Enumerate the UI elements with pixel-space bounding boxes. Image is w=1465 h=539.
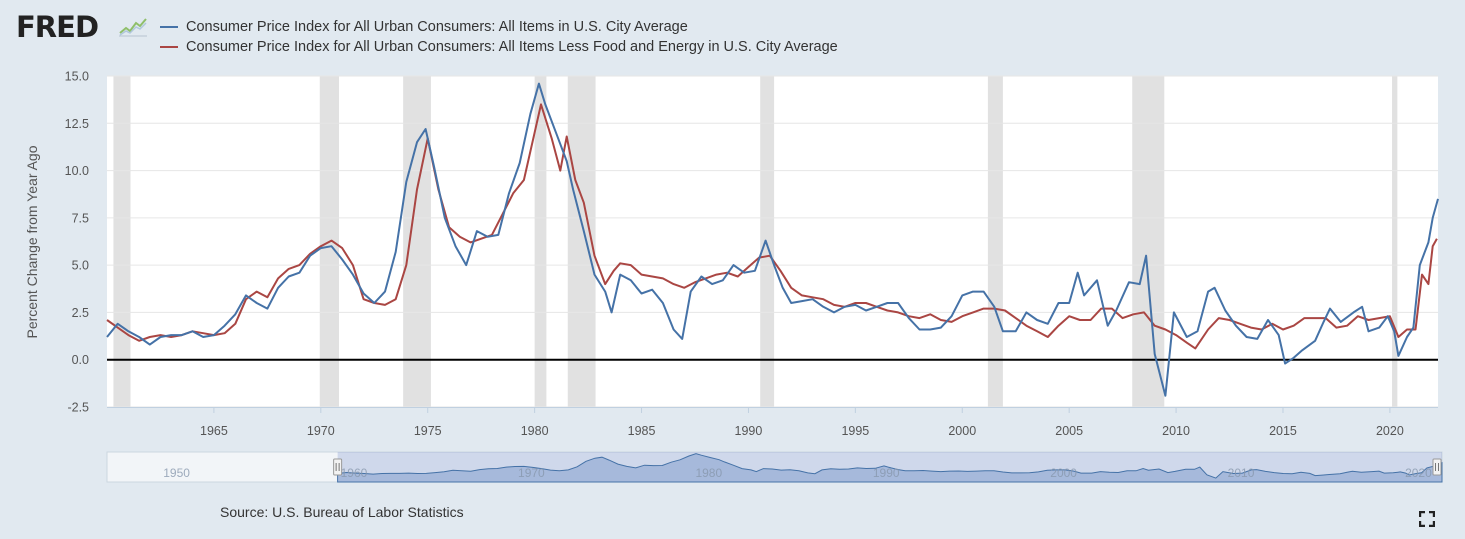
recession-band [987, 76, 1003, 407]
legend-item-cpi-core[interactable]: Consumer Price Index for All Urban Consu… [160, 37, 838, 57]
chart-legend: Consumer Price Index for All Urban Consu… [160, 17, 838, 57]
series-line-cpi-all-items [106, 82, 1439, 397]
range-navigator[interactable]: 1950 1960 1970 1980 1990 2000 2010 2020 [106, 451, 1443, 483]
navigator-tick-label: 1970 [518, 466, 545, 480]
trend-line-icon [118, 16, 148, 38]
data-series [106, 82, 1439, 397]
grid-lines [107, 75, 1438, 408]
navigator-tick-label: 2000 [1050, 466, 1077, 480]
x-axis: 1965 1970 1975 1980 1985 1990 1995 2000 2005 2010… [107, 407, 1438, 438]
navigator-tick-label: 1990 [873, 466, 900, 480]
x-tick-label: 1995 [841, 424, 869, 438]
recession-bands [113, 76, 1398, 407]
recession-band [567, 76, 596, 407]
legend-label-cpi-all-items: Consumer Price Index for All Urban Consu… [186, 19, 688, 35]
navigator-handle-right[interactable] [1432, 458, 1442, 476]
recession-band [403, 76, 431, 407]
recession-band [1392, 76, 1398, 407]
navigator-tick-label: 2020 [1405, 466, 1432, 480]
recession-band [113, 76, 131, 407]
x-tick-label: 1975 [414, 424, 442, 438]
recession-band [534, 76, 547, 407]
legend-swatch-cpi-all-items [160, 26, 178, 28]
x-tick-label: 2010 [1162, 424, 1190, 438]
x-tick-label: 2000 [948, 424, 976, 438]
navigator-tick-label: 1950 [163, 466, 190, 480]
x-tick-label: 1980 [521, 424, 549, 438]
recession-band [1132, 76, 1165, 407]
y-tick-label: 10.0 [65, 164, 89, 178]
recession-band [319, 76, 339, 407]
y-tick-label: 2.5 [72, 306, 89, 320]
x-tick-label: 1985 [628, 424, 656, 438]
navigator-tick-label: 2010 [1228, 466, 1255, 480]
y-tick-label: 7.5 [72, 211, 89, 225]
source-text: Source: U.S. Bureau of Labor Statistics [220, 504, 464, 520]
y-tick-label: 5.0 [72, 259, 89, 273]
navigator-tick-label: 1980 [695, 466, 722, 480]
series-line-cpi-core [106, 103, 1438, 350]
x-tick-label: 2020 [1376, 424, 1404, 438]
navigator-tick-label: 1960 [341, 466, 368, 480]
y-axis: -2.5 0.0 2.5 5.0 7.5 10.0 12.5 15.0 [65, 70, 89, 415]
y-tick-label: 15.0 [65, 70, 89, 84]
y-tick-label: -2.5 [67, 401, 89, 415]
y-axis-label: Percent Change from Year Ago [24, 145, 40, 338]
legend-item-cpi-all-items[interactable]: Consumer Price Index for All Urban Consu… [160, 17, 838, 37]
navigator-handle-left[interactable] [333, 458, 343, 476]
x-tick-label: 1970 [307, 424, 335, 438]
fred-logo[interactable]: FRED [16, 10, 99, 44]
x-tick-label: 1965 [200, 424, 228, 438]
y-tick-label: 0.0 [72, 353, 89, 367]
x-tick-label: 2005 [1055, 424, 1083, 438]
y-tick-label: 12.5 [65, 117, 89, 131]
plot-background [107, 76, 1438, 407]
x-tick-label: 2015 [1269, 424, 1297, 438]
fullscreen-icon[interactable] [1419, 511, 1435, 527]
x-tick-label: 1990 [735, 424, 763, 438]
recession-band [760, 76, 775, 407]
legend-swatch-cpi-core [160, 46, 178, 48]
legend-label-cpi-core: Consumer Price Index for All Urban Consu… [186, 39, 838, 55]
navigator-area [337, 453, 1443, 483]
